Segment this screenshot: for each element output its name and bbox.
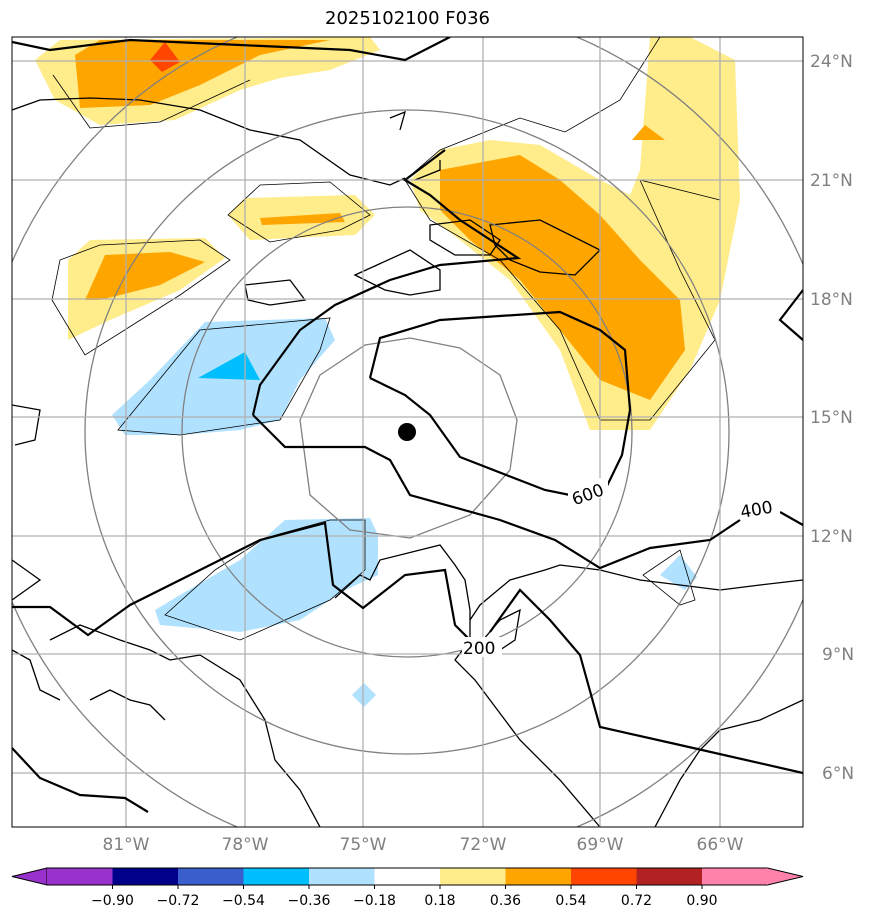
lat-label: 9°N: [822, 645, 854, 665]
colorbar-tick-label: 0.72: [621, 893, 652, 909]
map-title: 2025102100 F036: [325, 8, 490, 29]
storm-center-marker: [398, 423, 416, 441]
colorbar-swatch: [374, 868, 441, 885]
lon-label: 75°W: [340, 835, 387, 855]
lat-label: 6°N: [822, 764, 854, 784]
colorbar-swatch: [178, 868, 244, 885]
colorbar-swatch: [440, 868, 506, 885]
colorbar-tick-label: −0.72: [157, 893, 200, 909]
map-frame: [11, 36, 804, 828]
lat-label: 12°N: [810, 527, 853, 547]
colorbar-extend-high: [767, 867, 804, 886]
lat-label: 18°N: [810, 290, 853, 310]
lat-label: 21°N: [810, 171, 853, 191]
colorbar-swatch: [309, 868, 375, 885]
contour-label-400: 400: [739, 498, 774, 523]
lon-label: 69°W: [577, 835, 624, 855]
thin-contours: [51, 37, 721, 641]
shaded-positive: [35, 37, 740, 430]
colorbar-tick-label: −0.18: [353, 893, 396, 909]
colorbar-swatch: [112, 868, 179, 885]
thick-contours: [12, 37, 803, 813]
colorbar-tick-label: 0.36: [490, 893, 521, 909]
colorbar-swatch: [47, 868, 113, 885]
colorbar-tick-label: −0.54: [222, 893, 265, 909]
colorbar-swatch: [636, 868, 703, 885]
colorbar-tick-label: 0.90: [686, 893, 717, 909]
colorbar-tick-label: 0.18: [424, 893, 455, 909]
lat-labels: 24°N 21°N 18°N 15°N 12°N 9°N 6°N: [810, 52, 854, 784]
colorbar-extend-low: [11, 867, 48, 886]
lon-label: 81°W: [103, 835, 150, 855]
lat-label: 15°N: [810, 408, 853, 428]
colorbar: −0.90 −0.72 −0.54 −0.36 −0.18 0.18 0.36 0.54 0.7…: [11, 867, 804, 909]
colorbar-swatch: [702, 868, 768, 885]
lon-label: 78°W: [222, 835, 269, 855]
colorbar-tick-label: −0.90: [91, 893, 134, 909]
range-rings: [12, 37, 803, 827]
colorbar-swatch: [571, 868, 637, 885]
colorbar-swatch: [243, 868, 310, 885]
lon-label: 66°W: [697, 835, 744, 855]
lon-label: 72°W: [460, 835, 507, 855]
gridlines: [12, 37, 803, 827]
colorbar-swatch: [505, 868, 572, 885]
colorbar-tick-label: 0.54: [555, 893, 586, 909]
colorbar-tick-label: −0.36: [288, 893, 331, 909]
contour-label-200: 200: [463, 639, 495, 659]
lat-label: 24°N: [810, 52, 853, 72]
map-area: [12, 37, 803, 827]
lon-labels: 81°W 78°W 75°W 72°W 69°W 66°W: [103, 835, 744, 855]
